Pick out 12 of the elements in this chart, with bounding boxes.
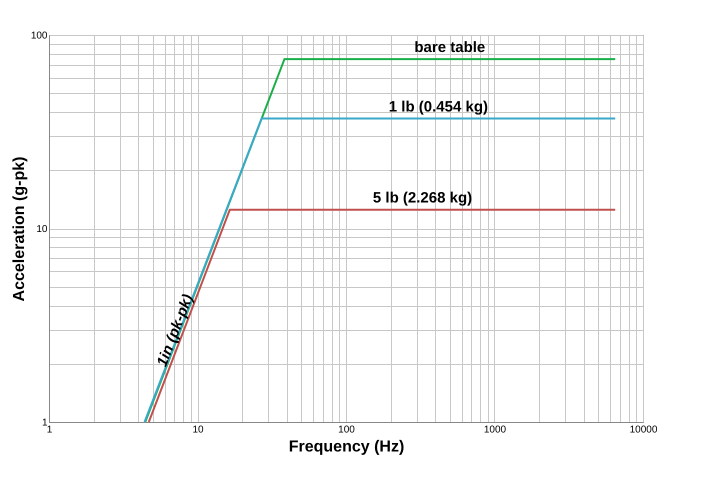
y-tick-label: 10: [36, 224, 48, 235]
x-tick-label: 10000: [630, 424, 658, 436]
y-axis-title: Acceleration (g-pk): [10, 156, 28, 302]
x-tick-label: 1000: [484, 424, 507, 436]
y-tick-label: 1: [42, 418, 48, 428]
y-tick-label: 100: [30, 30, 48, 42]
x-tick-label: 100: [338, 424, 356, 436]
series-label: 1 lb (0.454 kg): [388, 98, 488, 116]
x-tick-label: 10: [192, 424, 204, 436]
series-label: 5 lb (2.268 kg): [372, 190, 472, 207]
series-label: bare table: [414, 39, 486, 56]
x-axis-title: Frequency (Hz): [288, 438, 404, 456]
